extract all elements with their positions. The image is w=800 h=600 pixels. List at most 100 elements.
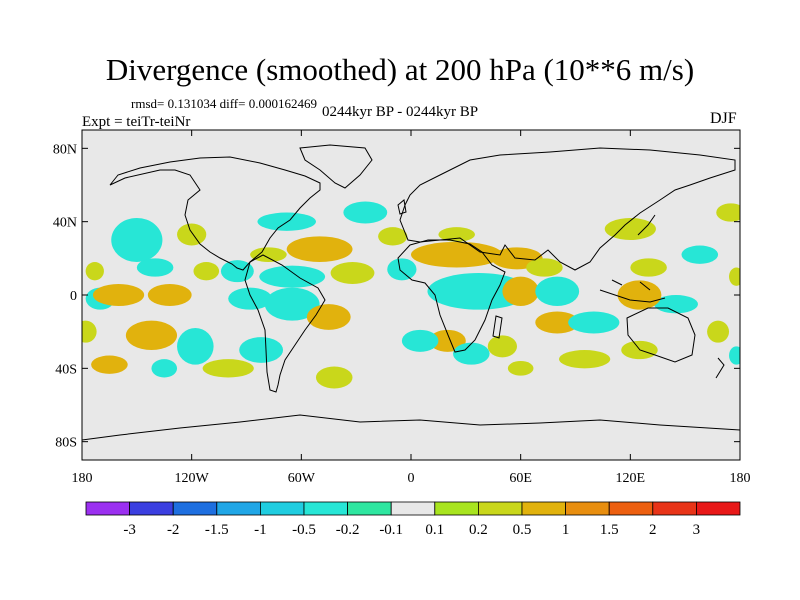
colorbar: -3 -2 -1.5 -1 -0.5 -0.2 -0.1 0.1 0.2 0.5 1 1.5 2 3	[85, 501, 741, 538]
field-region	[617, 280, 662, 310]
field-region	[604, 218, 656, 240]
field-region	[82, 320, 97, 343]
coast-uk	[397, 199, 407, 215]
field-region	[177, 223, 207, 246]
experiment-label: Expt = teiTr-teiNr	[82, 114, 191, 130]
x-tick-label: 120W	[175, 471, 210, 486]
colorbar-swatch	[259, 501, 305, 516]
x-tick-label: 180	[730, 471, 751, 486]
y-tick-label: 0	[70, 289, 77, 304]
field-region	[707, 320, 730, 343]
field-region	[559, 350, 611, 369]
field-region	[136, 258, 174, 277]
colorbar-swatch	[608, 501, 654, 516]
coast-north-america	[109, 156, 321, 271]
coast-madagascar	[492, 315, 503, 339]
colorbar-swatch	[216, 501, 261, 516]
field-region	[259, 265, 326, 288]
period-label: 0244kyr BP - 0244kyr BP	[322, 104, 479, 120]
field-region	[502, 276, 539, 307]
field-region	[681, 245, 719, 264]
field-region	[535, 311, 580, 334]
coast-eurasia	[399, 147, 736, 271]
coast-south-america	[244, 254, 326, 393]
colorbar-label: -1	[254, 522, 267, 538]
field-region	[306, 304, 351, 330]
colorbar-swatch	[477, 501, 523, 516]
chart-title: Divergence (smoothed) at 200 hPa (10**6 …	[105, 52, 695, 87]
field-region	[264, 287, 320, 321]
y-tick-label: 40N	[53, 216, 77, 231]
coast-australia	[626, 307, 696, 363]
y-tick-label: 80S	[55, 436, 77, 451]
field-region	[401, 329, 439, 352]
field-region	[438, 227, 475, 242]
axes: 180 120W 60W 0 60E 120E 180 80N 40N 0 40S 80S	[53, 130, 751, 486]
colorbar-swatch	[85, 501, 130, 516]
field-region	[125, 320, 178, 351]
field-region	[568, 311, 620, 334]
x-tick-label: 180	[72, 471, 93, 486]
colorbar-label: 2	[649, 522, 657, 538]
y-tick-label: 80N	[53, 142, 77, 157]
colorbar-swatch	[652, 501, 697, 516]
x-tick-label: 60E	[509, 471, 532, 486]
field-region	[151, 359, 178, 378]
coast-new-zealand	[715, 357, 725, 379]
field-region	[729, 346, 740, 365]
stats-line: rmsd= 0.131034 diff= 0.000162469	[131, 96, 317, 111]
colorbar-label: -0.2	[336, 522, 360, 538]
x-tick-label: 120E	[616, 471, 646, 486]
field-region	[387, 258, 417, 281]
coastlines	[82, 144, 740, 441]
field-region	[111, 218, 163, 262]
season-label: DJF	[710, 110, 737, 127]
field-region	[487, 335, 518, 358]
coast-antarctica	[82, 414, 740, 441]
x-tick-label: 0	[408, 471, 415, 486]
coast-africa	[397, 239, 506, 353]
field-region	[85, 262, 104, 281]
colorbar-label: -1.5	[205, 522, 229, 538]
colorbar-label: 1	[562, 522, 570, 538]
y-tick-label: 40S	[55, 362, 77, 377]
divergence-field	[82, 201, 740, 389]
field-region	[427, 273, 530, 310]
colorbar-label: -0.1	[379, 522, 403, 538]
field-region	[330, 262, 375, 284]
field-region	[507, 361, 534, 376]
colorbar-swatch	[390, 501, 436, 516]
field-region	[250, 247, 287, 262]
field-region	[147, 284, 192, 306]
coast-japan	[637, 214, 656, 236]
colorbar-swatch	[434, 501, 479, 516]
field-region	[92, 284, 145, 306]
colorbar-swatch	[303, 501, 348, 516]
field-region	[630, 258, 667, 277]
colorbar-swatch	[172, 501, 218, 516]
x-tick-label: 60W	[288, 471, 316, 486]
field-region	[526, 258, 563, 277]
field-region	[91, 355, 128, 374]
field-region	[429, 329, 466, 352]
colorbar-swatch	[565, 501, 610, 516]
colorbar-swatch	[347, 501, 392, 516]
field-region	[343, 201, 388, 224]
coast-greenland	[299, 144, 373, 189]
field-region	[202, 359, 254, 378]
colorbar-swatch	[696, 501, 741, 516]
field-region	[193, 262, 220, 281]
colorbar-label: 0.1	[425, 522, 444, 538]
field-region	[535, 276, 580, 307]
colorbar-label: -0.5	[292, 522, 316, 538]
field-region	[378, 227, 408, 246]
colorbar-label: 1.5	[600, 522, 619, 538]
colorbar-label: 0.5	[513, 522, 532, 538]
field-region	[453, 342, 490, 365]
field-region	[411, 241, 503, 268]
colorbar-swatch	[129, 501, 174, 516]
field-region	[286, 236, 353, 262]
field-region	[228, 287, 273, 310]
field-region	[729, 267, 740, 286]
